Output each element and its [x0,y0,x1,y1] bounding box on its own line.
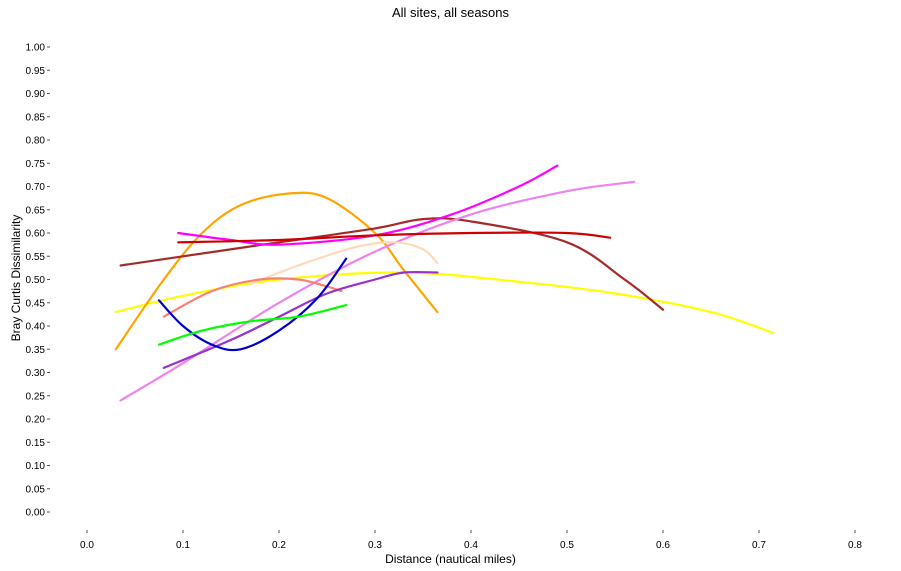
series-line-5 [119,180,636,402]
chart-title: All sites, all seasons [391,5,510,20]
series-line-10 [157,257,348,352]
x-tick-label: 0.5 [560,540,574,551]
x-tick-label: 0.4 [464,540,478,551]
y-tick-label: 0.90 [26,89,46,100]
x-tick-label: 0.2 [272,540,286,551]
x-axis-label: Distance (nautical miles) [385,552,516,566]
y-tick-label: 1.00 [26,43,46,54]
y-tick-label: 0.35 [26,345,46,356]
series-line-6 [177,231,612,244]
y-tick-label: 0.20 [26,415,46,426]
y-tick-label: 0.65 [26,205,46,216]
x-tick-label: 0.7 [752,540,766,551]
series-line-9 [162,270,439,369]
y-tick-label: 0.50 [26,275,46,286]
series-line-3 [119,217,665,311]
y-tick-label: 0.00 [26,508,46,519]
y-tick-label: 0.95 [26,66,46,77]
y-tick-label: 0.60 [26,229,46,240]
x-tick-label: 0.6 [656,540,670,551]
series-line-8 [162,277,343,318]
y-tick-label: 0.75 [26,159,46,170]
y-tick-label: 0.45 [26,298,46,309]
y-tick-label: 0.55 [26,252,46,263]
y-tick-label: 0.70 [26,182,46,193]
y-tick-label: 0.40 [26,322,46,333]
y-tick-label: 0.05 [26,484,46,495]
series-line-11 [157,304,348,346]
y-tick-label: 0.30 [26,368,46,379]
x-tick-label: 0.1 [176,540,190,551]
y-tick-label: 0.10 [26,461,46,472]
y-tick-label: 0.80 [26,136,46,147]
series-line-7 [249,241,439,286]
y-tick-label: 0.25 [26,391,46,402]
y-axis-label: Bray Curtis Dissimilarity [9,214,23,342]
series-line-2 [114,191,439,351]
y-tick-label: 0.15 [26,438,46,449]
x-tick-label: 0.8 [848,540,862,551]
y-tick-label: 0.85 [26,112,46,123]
series-line-1 [114,271,775,335]
x-tick-label: 0.3 [368,540,382,551]
x-tick-label: 0.0 [80,540,94,551]
